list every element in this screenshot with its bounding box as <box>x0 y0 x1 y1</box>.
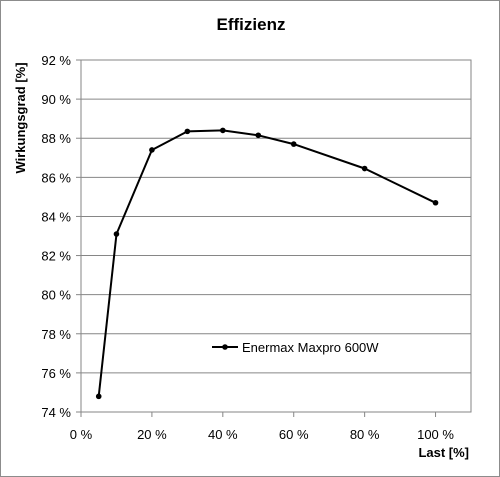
series-line <box>97 129 436 397</box>
data-point <box>95 393 102 400</box>
y-tick-label: 74 % <box>41 405 71 420</box>
x-tick-label: 0 % <box>70 427 93 442</box>
y-axis-title: Wirkungsgrad [%] <box>13 62 28 173</box>
y-tick-label: 86 % <box>41 170 71 185</box>
data-point <box>113 231 120 237</box>
gridlines <box>81 98 471 374</box>
x-tick-label: 100 % <box>417 427 454 442</box>
data-point <box>290 141 297 147</box>
x-axis-ticks: 0 % 20 % 40 % 60 % 80 % 100 % <box>70 412 454 442</box>
y-tick-label: 76 % <box>41 366 71 381</box>
y-tick-label: 92 % <box>41 53 71 68</box>
x-axis-title: Last [%] <box>418 445 469 460</box>
y-tick-label: 90 % <box>41 92 71 107</box>
data-point <box>255 132 262 139</box>
data-point <box>220 127 226 134</box>
legend: Enermax Maxpro 600W <box>212 340 379 355</box>
data-point <box>361 165 368 172</box>
y-axis-ticks: 74 % 76 % 78 % 80 % 82 % 84 % 86 % 88 % 90 % 92 % <box>41 53 81 420</box>
x-tick-label: 20 % <box>137 427 167 442</box>
plot-area <box>80 59 472 413</box>
x-tick-label: 40 % <box>208 427 238 442</box>
chart-title: Effizienz <box>217 15 286 34</box>
y-tick-label: 80 % <box>41 288 71 303</box>
data-point <box>432 199 439 206</box>
legend-marker <box>222 344 228 350</box>
x-tick-label: 60 % <box>279 427 309 442</box>
y-tick-label: 84 % <box>41 209 71 224</box>
y-tick-label: 78 % <box>41 327 71 342</box>
series-layer <box>95 127 439 400</box>
y-tick-label: 88 % <box>41 131 71 146</box>
data-point <box>149 147 155 153</box>
legend-label: Enermax Maxpro 600W <box>242 340 379 355</box>
x-tick-label: 80 % <box>350 427 380 442</box>
data-point <box>184 128 191 135</box>
y-tick-label: 82 % <box>41 249 71 264</box>
